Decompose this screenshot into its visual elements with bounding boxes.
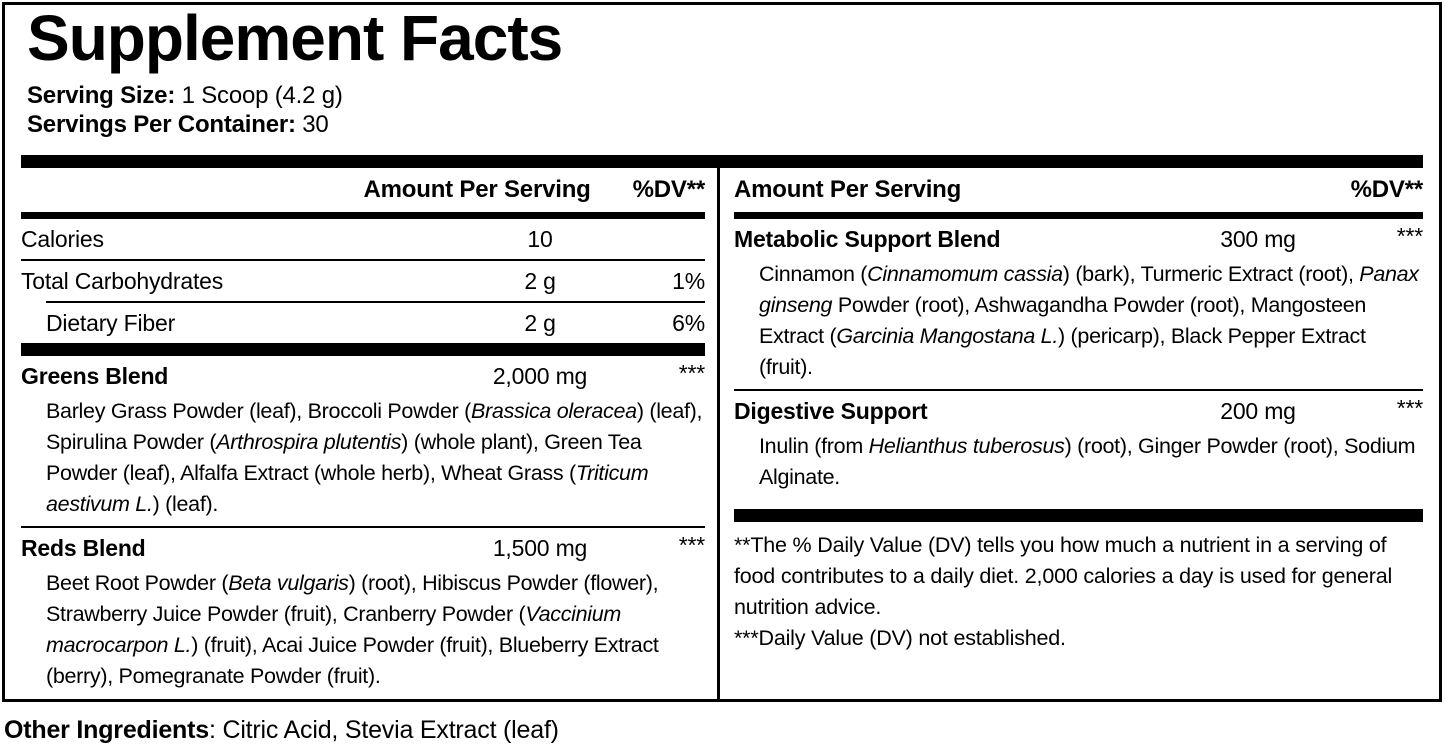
blend-ingredients-greens: Barley Grass Powder (leaf), Broccoli Pow… xyxy=(46,399,703,516)
top-divider-bar xyxy=(21,155,1423,168)
footnote-dv-definition: **The % Daily Value (DV) tells you how m… xyxy=(734,533,1393,619)
header-underline-bar xyxy=(734,212,1423,219)
nutrient-amount: 10 xyxy=(527,225,553,252)
footnote-divider-bar xyxy=(734,509,1423,522)
right-column-header: Amount Per Serving %DV** xyxy=(734,168,1423,212)
blend-row-metabolic-support: Metabolic Support Blend 300 mg *** xyxy=(734,219,1423,259)
footnote-dv-not-established: ***Daily Value (DV) not established. xyxy=(734,626,1066,650)
blend-row-digestive-support: Digestive Support 200 mg *** xyxy=(734,391,1423,431)
nutrient-row-total-carbohydrates: Total Carbohydrates 2 g 1% xyxy=(21,261,705,301)
blend-dv-asterisks: *** xyxy=(678,360,705,386)
serving-size-label: Serving Size: xyxy=(27,82,176,109)
serving-size-line: Serving Size: 1 Scoop (4.2 g) xyxy=(27,81,1423,110)
hairline xyxy=(734,389,1423,391)
nutrient-amount: 2 g xyxy=(524,309,556,336)
blend-ingredients-reds: Beet Root Powder (Beta vulgaris) (root),… xyxy=(46,571,659,688)
blend-name: Reds Blend xyxy=(21,534,146,561)
servings-per-container-label: Servings Per Container: xyxy=(27,111,296,138)
nutrient-row-dietary-fiber: Dietary Fiber 2 g 6% xyxy=(21,303,705,343)
other-ingredients-line: Other Ingredients: Citric Acid, Stevia E… xyxy=(4,714,559,746)
blend-ingredients-metabolic-support: Cinnamon (Cinnamomum cassia) (bark), Tur… xyxy=(759,262,1419,379)
blend-amount: 200 mg xyxy=(1220,397,1296,424)
page-title: Supplement Facts xyxy=(27,2,563,74)
blend-dv-asterisks: *** xyxy=(1396,223,1423,249)
nutrient-dv: 6% xyxy=(672,309,705,336)
right-column: Amount Per Serving %DV** Metabolic Suppo… xyxy=(720,168,1423,699)
hairline-indented xyxy=(46,301,705,303)
nutrient-dv: 1% xyxy=(672,267,705,294)
blend-name: Metabolic Support Blend xyxy=(734,225,1001,252)
hairline xyxy=(21,259,705,261)
blend-row-greens: Greens Blend 2,000 mg *** xyxy=(21,356,705,396)
blend-ingredients-digestive-support: Inulin (from Helianthus tuberosus) (root… xyxy=(759,434,1416,489)
nutrient-name: Total Carbohydrates xyxy=(21,267,224,294)
nutrient-amount: 2 g xyxy=(524,267,556,294)
blend-dv-asterisks: *** xyxy=(1396,395,1423,421)
servings-per-container-line: Servings Per Container: 30 xyxy=(27,110,1423,139)
other-ingredients-label: Other Ingredients xyxy=(4,716,209,744)
nutrient-row-calories: Calories 10 xyxy=(21,219,705,259)
left-column-header: Amount Per Serving %DV** xyxy=(21,168,706,212)
blend-amount: 2,000 mg xyxy=(492,362,588,389)
serving-size-value: 1 Scoop (4.2 g) xyxy=(175,82,343,109)
blend-amount: 300 mg xyxy=(1220,225,1296,252)
blend-dv-asterisks: *** xyxy=(678,532,705,558)
hairline xyxy=(21,526,705,528)
column-divider xyxy=(717,168,720,699)
amount-per-serving-header: Amount Per Serving xyxy=(363,176,591,203)
dv-header: %DV** xyxy=(1350,176,1424,203)
blend-row-reds: Reds Blend 1,500 mg *** xyxy=(21,528,705,568)
dv-header: %DV** xyxy=(632,176,706,203)
blend-name: Digestive Support xyxy=(734,397,928,424)
facts-columns: Amount Per Serving %DV** Calories 10 Tot… xyxy=(21,168,1423,699)
other-ingredients-value: : Citric Acid, Stevia Extract (leaf) xyxy=(208,716,559,744)
left-column: Amount Per Serving %DV** Calories 10 Tot… xyxy=(21,168,717,699)
nutrient-name: Calories xyxy=(21,225,104,252)
supplement-facts-panel: Supplement Facts Serving Size: 1 Scoop (… xyxy=(2,2,1442,702)
section-divider-bar xyxy=(21,343,705,356)
blend-name: Greens Blend xyxy=(21,362,169,389)
nutrient-name: Dietary Fiber xyxy=(46,309,176,336)
servings-per-container-value: 30 xyxy=(295,111,329,138)
blend-amount: 1,500 mg xyxy=(492,534,588,561)
amount-per-serving-header: Amount Per Serving xyxy=(734,176,962,203)
header-underline-bar xyxy=(21,212,705,219)
